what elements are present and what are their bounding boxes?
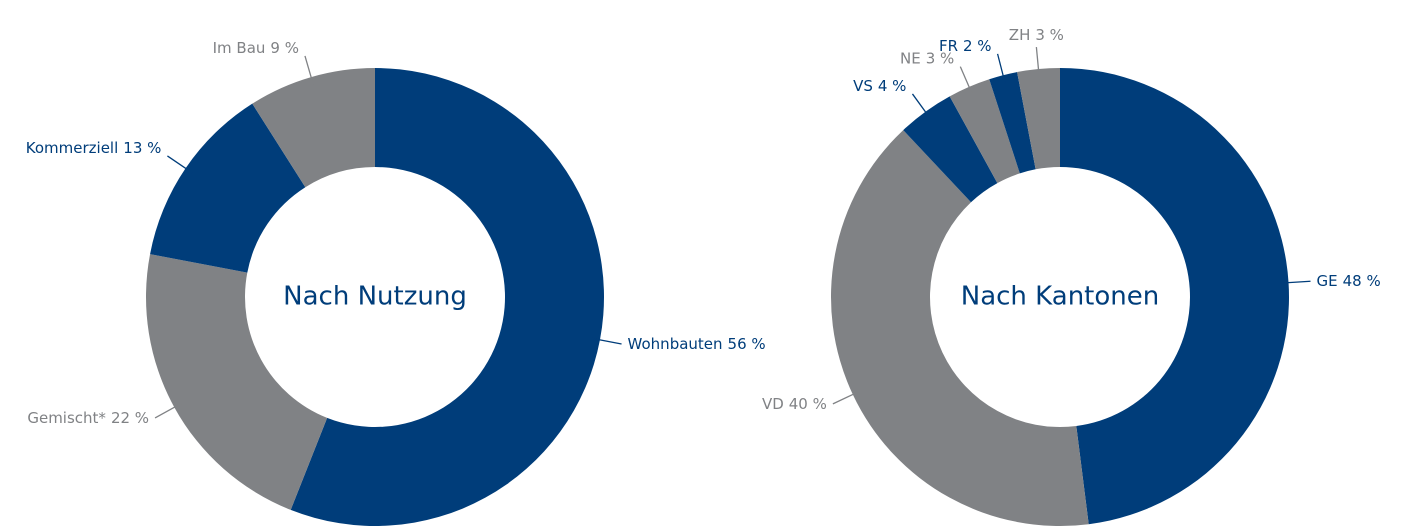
- slice: [146, 254, 328, 510]
- slice: [949, 79, 1020, 184]
- slice-label: FR 2 %: [939, 36, 992, 54]
- category-label: FR: [939, 36, 958, 54]
- value-label: 13 %: [123, 138, 161, 156]
- value-label: 56 %: [728, 335, 766, 353]
- value-label: 22 %: [111, 408, 149, 426]
- category-label: ZH: [1009, 26, 1031, 44]
- slice: [989, 72, 1036, 174]
- slice-label: NE 3 %: [900, 49, 954, 67]
- leader-line: [959, 66, 973, 95]
- category-label: Gemischt*: [27, 408, 106, 426]
- value-label: 2 %: [963, 36, 992, 54]
- chart-title: Nach Kantonen: [961, 282, 1159, 312]
- leader-line: [911, 93, 931, 119]
- slice: [252, 68, 375, 188]
- leader-line: [832, 390, 861, 405]
- slice-label: VS 4 %: [853, 76, 906, 94]
- slice: [903, 96, 998, 203]
- slice-label: VD 40 %: [762, 394, 827, 412]
- category-label: VD: [762, 394, 784, 412]
- slice-label: GE 48 %: [1317, 272, 1381, 290]
- slice-label: Kommerziell 13 %: [26, 138, 162, 156]
- slice: [290, 68, 604, 526]
- category-label: GE: [1317, 272, 1338, 290]
- category-label: NE: [900, 49, 921, 67]
- slice: [1017, 68, 1060, 170]
- slice: [831, 130, 1089, 526]
- slice-label: Gemischt* 22 %: [27, 408, 149, 426]
- leader-line: [1280, 280, 1311, 284]
- chart-title: Nach Nutzung: [283, 282, 467, 312]
- category-label: VS: [853, 76, 873, 94]
- slice: [1060, 68, 1290, 525]
- leader-line: [304, 55, 314, 85]
- category-label: Wohnbauten: [628, 335, 723, 353]
- value-label: 40 %: [789, 394, 827, 412]
- value-label: 3 %: [1035, 26, 1064, 44]
- slice-label: ZH 3 %: [1009, 26, 1064, 44]
- value-label: 9 %: [270, 38, 299, 56]
- slice: [150, 103, 306, 273]
- slice-label: Im Bau 9 %: [213, 38, 299, 56]
- leader-line: [996, 53, 1006, 84]
- value-label: 3 %: [926, 49, 955, 67]
- value-label: 48 %: [1343, 272, 1381, 290]
- leader-line: [1035, 47, 1040, 78]
- value-label: 4 %: [878, 76, 907, 94]
- slice-label: Wohnbauten 56 %: [628, 335, 766, 353]
- leader-line: [591, 337, 622, 345]
- category-label: Im Bau: [213, 38, 266, 56]
- leader-line: [167, 155, 193, 174]
- category-label: Kommerziell: [26, 138, 119, 156]
- leader-line: [154, 402, 182, 419]
